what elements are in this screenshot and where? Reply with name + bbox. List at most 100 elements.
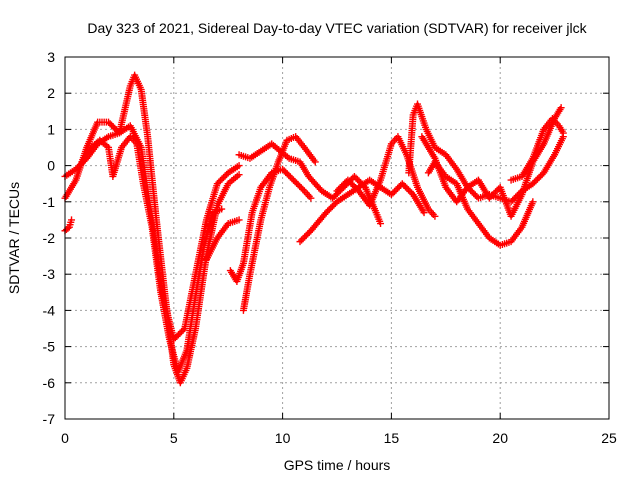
data-point-marker bbox=[289, 176, 297, 184]
data-point-marker bbox=[218, 205, 226, 213]
series-track-13 bbox=[418, 104, 565, 220]
data-point-marker bbox=[296, 182, 304, 190]
data-point-marker bbox=[470, 190, 478, 198]
data-point-marker bbox=[404, 186, 412, 194]
data-point-marker bbox=[299, 185, 307, 193]
y-tick-label: -7 bbox=[43, 411, 56, 427]
data-point-marker bbox=[471, 191, 479, 199]
y-axis-label: SDTVAR / TECUs bbox=[6, 182, 22, 294]
data-point-marker bbox=[220, 173, 228, 181]
data-point-marker bbox=[509, 196, 517, 204]
data-point-marker bbox=[341, 179, 349, 187]
x-tick-label: 15 bbox=[384, 430, 400, 446]
data-point-marker bbox=[431, 212, 439, 220]
data-point-marker bbox=[493, 186, 501, 194]
data-point-marker bbox=[294, 181, 302, 189]
series-track-14 bbox=[507, 115, 567, 184]
data-point-marker bbox=[218, 175, 226, 183]
data-point-marker bbox=[395, 183, 403, 191]
data-point-marker bbox=[288, 175, 296, 183]
y-tick-label: 0 bbox=[47, 158, 55, 174]
data-point-marker bbox=[537, 172, 545, 180]
data-point-marker bbox=[392, 186, 400, 194]
data-point-marker bbox=[111, 124, 119, 132]
data-point-marker bbox=[297, 184, 305, 192]
data-point-marker bbox=[328, 202, 336, 210]
y-tick-label: 2 bbox=[47, 85, 55, 101]
series-track-10 bbox=[333, 133, 439, 220]
series-track-4 bbox=[78, 133, 226, 376]
data-point-marker bbox=[291, 178, 299, 186]
data-point-marker bbox=[401, 183, 409, 191]
data-point-marker bbox=[283, 170, 291, 178]
data-point-marker bbox=[105, 118, 113, 126]
data-point-marker bbox=[529, 180, 537, 188]
data-point-marker bbox=[339, 181, 347, 189]
data-point-marker bbox=[112, 126, 120, 134]
series-track-7 bbox=[239, 133, 319, 314]
data-point-marker bbox=[171, 334, 179, 342]
data-point-marker bbox=[394, 184, 402, 192]
data-point-marker bbox=[532, 177, 540, 185]
chart-title: Day 323 of 2021, Sidereal Day-to-day VTE… bbox=[87, 20, 587, 36]
data-point-marker bbox=[347, 179, 355, 187]
data-point-marker bbox=[338, 182, 346, 190]
data-point-marker bbox=[530, 178, 538, 186]
data-point-marker bbox=[335, 185, 343, 193]
data-point-marker bbox=[352, 174, 360, 182]
data-point-marker bbox=[377, 220, 385, 228]
data-point-marker bbox=[400, 181, 408, 189]
data-point-marker bbox=[406, 187, 414, 195]
data-point-marker bbox=[350, 172, 358, 180]
data-point-marker bbox=[559, 129, 567, 137]
data-point-marker bbox=[350, 182, 358, 190]
data-point-marker bbox=[299, 235, 307, 243]
y-tick-label: -5 bbox=[43, 339, 56, 355]
data-point-marker bbox=[286, 173, 294, 181]
data-point-marker bbox=[298, 236, 306, 244]
data-point-marker bbox=[304, 230, 312, 238]
data-point-marker bbox=[221, 172, 229, 180]
x-tick-label: 5 bbox=[170, 430, 178, 446]
data-point-marker bbox=[355, 177, 363, 185]
y-tick-label: -2 bbox=[43, 230, 56, 246]
data-point-marker bbox=[468, 188, 476, 196]
data-point-marker bbox=[354, 176, 362, 184]
y-tick-label: -6 bbox=[43, 375, 56, 391]
data-point-marker bbox=[344, 176, 352, 184]
data-point-marker bbox=[109, 123, 117, 131]
data-point-marker bbox=[173, 332, 181, 340]
data-point-marker bbox=[322, 209, 330, 217]
tick-labels: 0 5 10 15 20 25 -7 -6 -5 -4 -3 -2 -1 0 1 2 3 bbox=[43, 49, 617, 446]
y-tick-label: -3 bbox=[43, 266, 56, 282]
data-point-marker bbox=[349, 181, 357, 189]
data-point-marker bbox=[492, 188, 500, 196]
series-track-9 bbox=[296, 176, 428, 246]
data-point-marker bbox=[391, 187, 399, 195]
data-point-marker bbox=[488, 191, 496, 199]
data-point-marker bbox=[179, 326, 187, 334]
data-point-marker bbox=[327, 204, 335, 212]
data-point-marker bbox=[311, 158, 319, 166]
data-point-marker bbox=[336, 184, 344, 192]
axis-ticks bbox=[64, 56, 610, 420]
data-point-marker bbox=[490, 190, 498, 198]
data-point-marker bbox=[293, 179, 301, 187]
data-point-marker bbox=[235, 171, 243, 179]
data-point-marker bbox=[332, 191, 340, 199]
data-point-marker bbox=[387, 191, 395, 199]
data-point-marker bbox=[176, 329, 184, 337]
data-point-marker bbox=[216, 177, 224, 185]
x-tick-label: 25 bbox=[601, 430, 617, 446]
data-point-marker bbox=[473, 193, 481, 201]
data-point-marker bbox=[285, 171, 293, 179]
data-point-marker bbox=[485, 194, 493, 202]
data-point-marker bbox=[235, 216, 243, 224]
data-point-marker bbox=[487, 193, 495, 201]
data-point-marker bbox=[345, 178, 353, 186]
grid-lines bbox=[65, 57, 609, 419]
data-point-marker bbox=[329, 194, 337, 202]
data-point-marker bbox=[535, 173, 543, 181]
data-point-marker bbox=[296, 238, 304, 246]
